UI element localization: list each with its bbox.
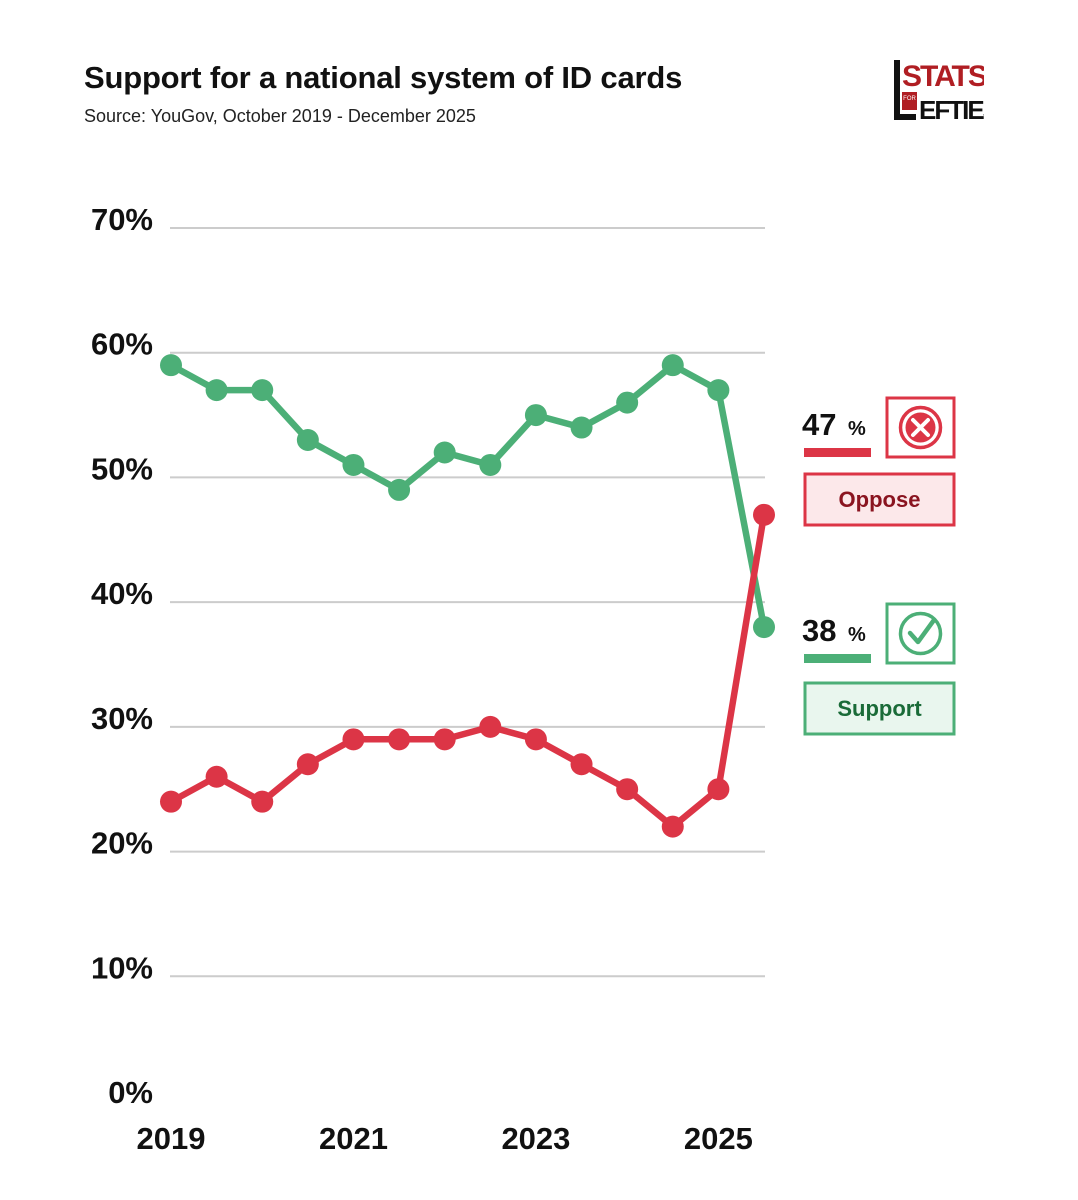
legend-oppose: 47 % Oppose: [802, 396, 956, 527]
series-line-oppose: [167, 511, 768, 830]
legend-support-label-box: [803, 681, 956, 736]
legend-oppose-value: 47: [802, 407, 836, 442]
data-point-support: [205, 379, 228, 402]
data-point-support: [296, 429, 319, 452]
series-line-support: [167, 361, 768, 631]
data-point-support: [342, 453, 365, 476]
data-point-support: [479, 453, 502, 476]
data-point-oppose: [160, 790, 182, 813]
y-tick-label: 20%: [91, 826, 153, 861]
legend-support-label: Support: [837, 696, 922, 721]
legend-oppose-label-box: [803, 472, 956, 527]
data-point-support: [661, 354, 684, 377]
y-tick-label: 50%: [91, 451, 153, 486]
check-circle-icon: [898, 611, 943, 656]
y-tick-label: 40%: [91, 576, 153, 611]
stats-for-lefties-logo: STATS FOR EFTIES: [894, 60, 984, 122]
data-point-support: [616, 391, 639, 414]
grid-layer: [170, 227, 765, 978]
data-point-oppose: [205, 765, 228, 788]
legend-oppose-unit: %: [848, 418, 866, 440]
legend-support-unit: %: [848, 624, 866, 646]
x-tick-label: 2021: [319, 1121, 388, 1156]
data-point-oppose: [433, 728, 456, 751]
legend-support: 38 % Support: [802, 602, 956, 736]
data-point-support: [433, 441, 456, 464]
x-tick-label: 2025: [684, 1121, 753, 1156]
data-point-oppose: [342, 728, 365, 751]
cross-circle-icon: [898, 405, 943, 450]
data-point-oppose: [388, 728, 411, 751]
legend-oppose-swatch: [804, 448, 871, 457]
data-point-oppose: [251, 790, 274, 813]
data-point-oppose: [753, 503, 775, 526]
data-point-oppose: [479, 715, 502, 738]
chart-subtitle: Source: YouGov, October 2019 - December …: [84, 106, 476, 126]
data-point-support: [388, 478, 411, 501]
data-point-oppose: [296, 753, 319, 776]
y-tick-label: 0%: [108, 1075, 153, 1110]
data-point-support: [160, 354, 182, 377]
y-tick-label: 30%: [91, 701, 153, 736]
x-tick-label: 2023: [501, 1121, 570, 1156]
y-tick-label: 60%: [91, 327, 153, 362]
series-layer: [160, 354, 775, 838]
data-point-oppose: [661, 815, 684, 838]
legend-oppose-label: Oppose: [839, 487, 921, 512]
data-point-oppose: [524, 728, 547, 751]
data-point-support: [753, 616, 775, 639]
data-point-oppose: [616, 778, 639, 801]
logo-text-bottom: EFTIES: [919, 95, 984, 122]
legend-support-value: 38: [802, 613, 836, 648]
data-point-oppose: [570, 753, 593, 776]
y-tick-label: 10%: [91, 950, 153, 985]
chart-title: Support for a national system of ID card…: [84, 60, 683, 95]
series-oppose: [160, 503, 775, 838]
x-axis-ticks: 2019 2021 2023 2025: [137, 1121, 753, 1156]
data-point-support: [570, 416, 593, 439]
y-tick-label: 70%: [91, 202, 153, 237]
logo-text-for: FOR: [903, 96, 916, 102]
logo-text-top: STATS: [902, 60, 984, 93]
data-point-oppose: [707, 778, 730, 801]
legend-support-swatch: [804, 654, 871, 663]
x-tick-label: 2019: [137, 1121, 206, 1156]
y-axis-ticks: 0% 10% 20% 30% 40% 50% 60% 70%: [91, 202, 153, 1110]
series-support: [160, 354, 775, 639]
data-point-support: [707, 379, 730, 402]
data-point-support: [524, 404, 547, 427]
data-point-support: [251, 379, 274, 402]
